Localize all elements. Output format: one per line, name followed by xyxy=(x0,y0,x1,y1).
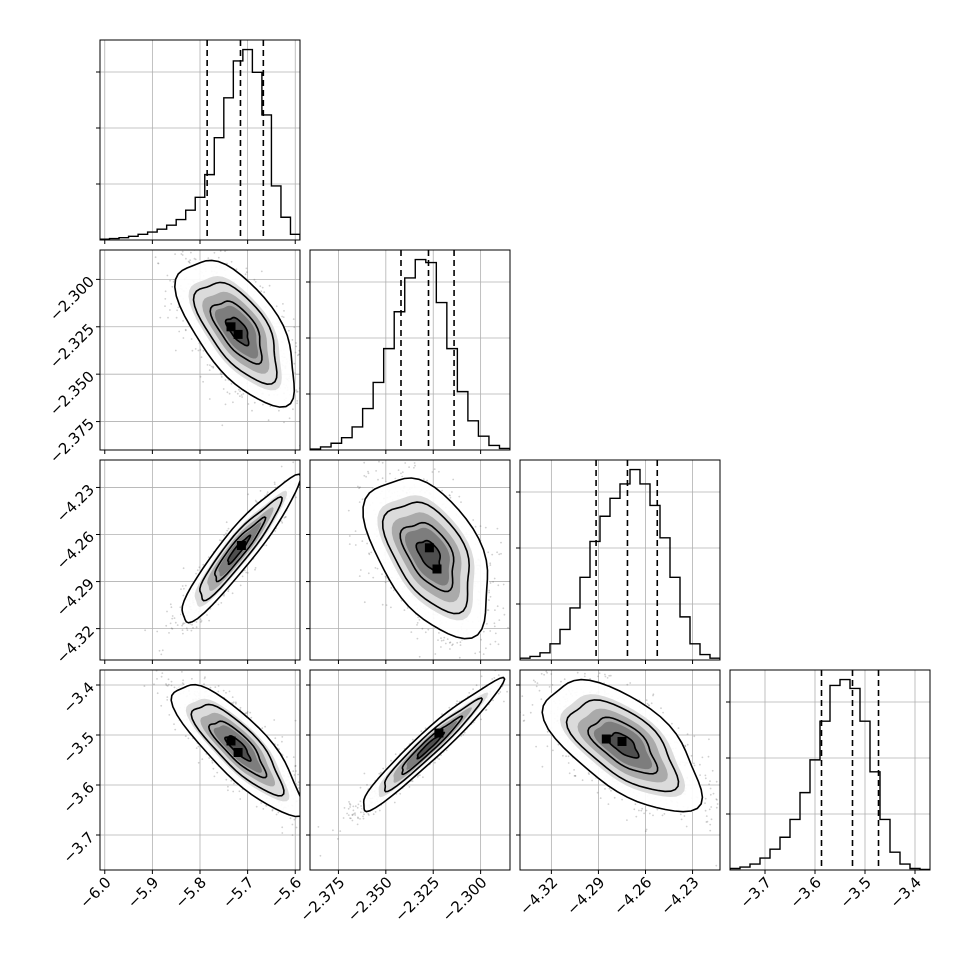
panel-frame xyxy=(309,249,511,451)
x-tick-label: −5.6 xyxy=(267,873,305,911)
density-shade xyxy=(415,539,441,573)
panel-frame xyxy=(309,669,511,871)
peak-cell xyxy=(424,543,434,553)
contour-line xyxy=(399,521,455,593)
contour-line xyxy=(401,715,464,776)
contour-line xyxy=(190,703,285,797)
peak-cell xyxy=(617,737,627,746)
x-tick-label: −3.5 xyxy=(837,873,875,911)
x-tick-labels-4: −3.7 −3.6 −3.5 −3.4 xyxy=(737,873,925,911)
y-tick-label: −3.6 xyxy=(60,778,98,816)
x-tick-label: −5.9 xyxy=(124,873,162,911)
scatter-panel-1-4 xyxy=(96,669,301,874)
peak-cell xyxy=(226,736,236,746)
peak-cell xyxy=(233,329,243,339)
contour-line xyxy=(381,501,471,615)
scatter-panel-2-4 xyxy=(306,669,511,874)
scatter-panel-2-3 xyxy=(306,459,511,664)
y-tick-label: −3.7 xyxy=(60,828,98,866)
panel-frame xyxy=(99,249,301,451)
y-tick-label: −4.32 xyxy=(53,622,98,667)
y-tick-label: −3.4 xyxy=(60,678,98,716)
panel-frame xyxy=(519,669,721,871)
hist-panel-1 xyxy=(96,39,301,244)
histogram-bars-4 xyxy=(730,678,930,870)
x-tick-label: −3.7 xyxy=(737,873,775,911)
contour-line xyxy=(565,699,680,793)
contour-line xyxy=(173,259,296,408)
hist-panel-3 xyxy=(516,459,721,664)
histogram-bars-2 xyxy=(310,258,510,450)
contour-line xyxy=(224,316,250,347)
x-tick-label: −2.300 xyxy=(439,873,491,925)
x-tick-label: −4.26 xyxy=(610,873,655,918)
y-tick-labels-3: −4.32−4.29−4.26−4.23 xyxy=(53,481,98,667)
contour-line xyxy=(199,496,283,602)
contour-line xyxy=(416,731,446,760)
contour-line xyxy=(209,300,263,365)
contour-line xyxy=(224,735,252,762)
contour-line xyxy=(226,534,252,566)
y-tick-label: −2.325 xyxy=(46,320,98,372)
contour-line xyxy=(213,516,267,583)
panel-frame xyxy=(99,39,301,241)
x-tick-label: −4.23 xyxy=(657,873,702,918)
x-tick-labels-3: −4.32 −4.29 −4.26 −4.23 xyxy=(516,873,702,918)
x-tick-label: −4.32 xyxy=(516,873,561,918)
y-tick-label: −4.29 xyxy=(53,575,98,620)
y-tick-labels-4: −3.7 −3.6 −3.5 −3.4 xyxy=(60,678,98,866)
y-tick-labels-2: −2.375−2.350−2.325−2.300 xyxy=(46,273,98,467)
contour-line xyxy=(587,716,659,775)
contour-line xyxy=(362,477,489,640)
peak-cell xyxy=(226,322,236,332)
scatter-panel-3-4 xyxy=(516,669,721,874)
contour-line xyxy=(207,720,268,779)
contour-line xyxy=(383,697,484,793)
peak-cell xyxy=(434,728,444,738)
panel-frame xyxy=(309,459,511,661)
panel-frame xyxy=(99,669,301,871)
panel-frame xyxy=(99,459,301,661)
scatter-panel-1-2 xyxy=(96,249,301,454)
y-tick-label: −4.26 xyxy=(53,528,98,573)
x-tick-label: −2.350 xyxy=(344,873,396,925)
panel-frame xyxy=(729,669,931,871)
hist-panel-2 xyxy=(306,249,511,454)
contour-line xyxy=(170,683,300,818)
peak-cell xyxy=(233,748,243,757)
contour-line xyxy=(606,731,640,759)
x-tick-label: −3.4 xyxy=(887,873,925,911)
x-tick-label: −3.6 xyxy=(787,873,825,911)
x-tick-label: −5.7 xyxy=(219,873,257,911)
contour-line xyxy=(541,678,704,813)
contour-line xyxy=(362,676,506,813)
y-tick-label: −2.350 xyxy=(46,367,98,419)
x-tick-label: −2.325 xyxy=(391,873,443,925)
histogram-bars-3 xyxy=(520,468,720,660)
hist-panel-4 xyxy=(726,669,931,874)
panel-frame xyxy=(519,459,721,661)
density-shade xyxy=(416,731,446,760)
x-tick-label: −5.8 xyxy=(172,873,210,911)
x-tick-label: −6.0 xyxy=(76,873,114,911)
scatter-panel-1-3 xyxy=(96,459,301,664)
x-tick-label: −2.375 xyxy=(296,873,348,925)
peak-cell xyxy=(236,541,246,550)
y-tick-label: −3.5 xyxy=(60,728,98,766)
contour-line xyxy=(415,539,442,573)
contour-line xyxy=(181,473,300,624)
x-tick-labels-1: −6.0 −5.9 −5.8 −5.7 −5.6 xyxy=(76,873,305,911)
x-tick-labels-2: −2.375−2.350−2.325−2.300 xyxy=(296,873,490,925)
peak-cell xyxy=(432,564,442,574)
histogram-bars-1 xyxy=(100,48,300,240)
contour-line xyxy=(192,281,278,386)
y-tick-label: −2.375 xyxy=(46,415,98,467)
y-tick-label: −4.23 xyxy=(53,481,98,526)
x-tick-label: −4.29 xyxy=(563,873,608,918)
peak-cell xyxy=(601,734,611,744)
y-tick-label: −2.300 xyxy=(46,273,98,325)
